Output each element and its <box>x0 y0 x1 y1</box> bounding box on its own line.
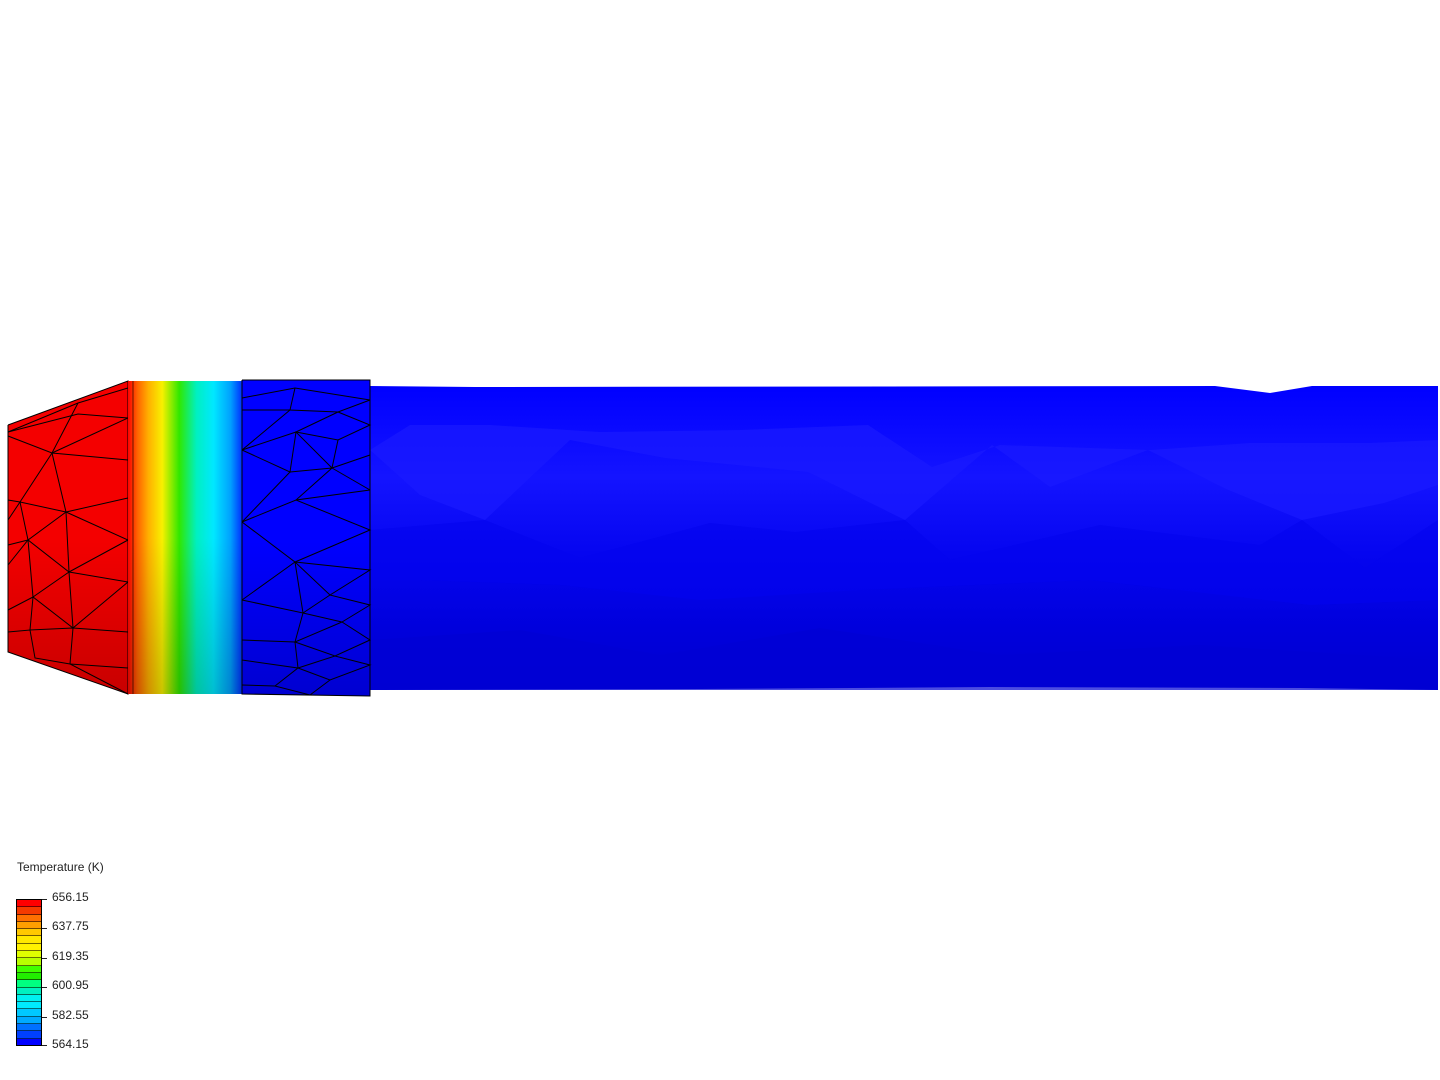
meshed-section <box>241 379 372 697</box>
legend-tick-label: 637.75 <box>52 919 89 933</box>
legend-band <box>17 936 41 944</box>
legend-band <box>17 943 41 952</box>
legend-tick <box>42 899 47 900</box>
legend-band <box>17 1016 41 1025</box>
transition-section <box>128 381 242 694</box>
legend-band <box>17 921 41 930</box>
legend-tick <box>42 958 47 959</box>
outlet-pipe <box>370 386 1438 690</box>
legend-band <box>17 1009 41 1017</box>
inlet-cone <box>7 380 130 695</box>
legend-band <box>17 980 41 988</box>
legend-band <box>17 900 41 908</box>
legend-color-bar <box>16 899 42 1046</box>
legend-tick-label: 582.55 <box>52 1008 89 1022</box>
legend-band <box>17 1024 41 1032</box>
color-legend: Temperature (K) 656.15 637.75 619.35 600… <box>0 850 200 1070</box>
legend-tick <box>42 1045 47 1046</box>
legend-band <box>17 972 41 981</box>
legend-band <box>17 1031 41 1039</box>
legend-tick <box>42 987 47 988</box>
legend-tick <box>42 928 47 929</box>
legend-title: Temperature (K) <box>17 860 104 874</box>
legend-tick <box>42 1017 47 1018</box>
legend-tick-label: 564.15 <box>52 1037 89 1051</box>
legend-band <box>17 1002 41 1010</box>
legend-band <box>17 1038 41 1045</box>
legend-tick-label: 600.95 <box>52 978 89 992</box>
legend-band <box>17 965 41 973</box>
legend-band <box>17 929 41 937</box>
legend-band <box>17 987 41 995</box>
legend-band <box>17 951 41 959</box>
legend-band <box>17 914 41 922</box>
legend-band <box>17 958 41 966</box>
legend-tick-label: 656.15 <box>52 890 89 904</box>
legend-band <box>17 994 41 1003</box>
legend-tick-label: 619.35 <box>52 949 89 963</box>
legend-band <box>17 907 41 915</box>
